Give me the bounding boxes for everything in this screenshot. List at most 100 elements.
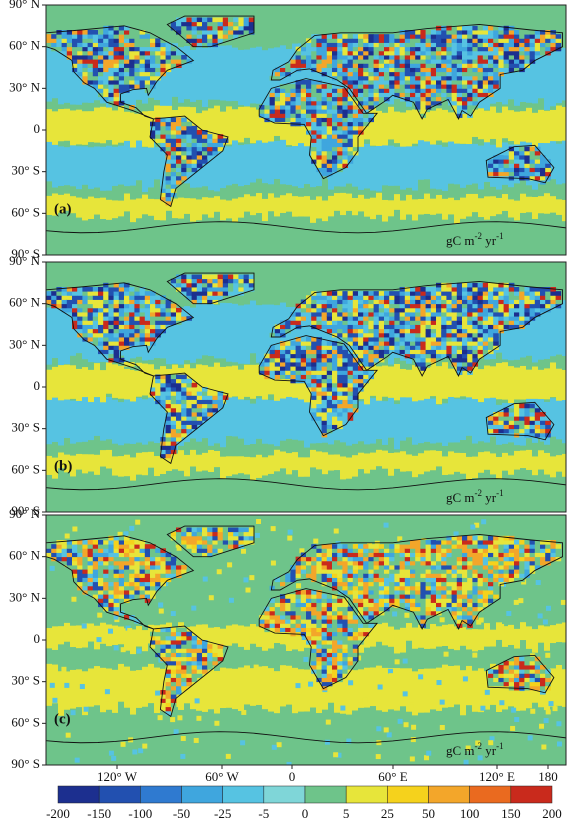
- land-cell: [171, 308, 177, 313]
- ocean-band: [238, 625, 244, 646]
- land-cell: [514, 404, 520, 409]
- land-cell: [498, 172, 504, 177]
- ocean-band: [232, 140, 238, 183]
- unit-part: -1: [496, 231, 504, 241]
- ocean-band: [472, 144, 478, 184]
- land-cell: [478, 47, 484, 52]
- land-cell: [535, 304, 541, 309]
- land-cell: [358, 329, 364, 334]
- land-cell: [472, 93, 478, 98]
- land-cell: [540, 163, 546, 168]
- land-cell: [114, 354, 120, 359]
- land-cell: [389, 312, 395, 317]
- land-cell: [462, 63, 468, 68]
- land-cell: [436, 291, 442, 296]
- land-cell: [327, 291, 333, 296]
- land-cell: [322, 300, 328, 305]
- land-cell: [166, 387, 172, 392]
- land-cell: [514, 59, 520, 64]
- land-cell: [530, 47, 536, 52]
- land-cell: [410, 333, 416, 338]
- land-cell: [275, 362, 281, 367]
- ocean-speck: [444, 652, 449, 657]
- land-cell: [171, 640, 177, 645]
- land-cell: [394, 333, 400, 338]
- ocean-speck: [174, 729, 179, 734]
- land-cell: [114, 93, 120, 98]
- land-cell: [155, 126, 161, 131]
- land-cell: [176, 176, 182, 181]
- land-cell: [420, 93, 426, 98]
- land-cell: [467, 366, 473, 371]
- land-cell: [322, 168, 328, 173]
- land-cell: [160, 59, 166, 64]
- land-cell: [296, 59, 302, 64]
- land-cell: [186, 122, 192, 127]
- land-cell: [233, 528, 239, 533]
- land-cell: [166, 678, 172, 683]
- land-cell: [129, 337, 135, 342]
- land-cell: [332, 291, 338, 296]
- land-cell: [524, 425, 530, 430]
- ocean-band: [478, 369, 484, 402]
- land-cell: [82, 329, 88, 334]
- land-cell: [176, 59, 182, 64]
- land-cell: [186, 279, 192, 284]
- land-cell: [181, 134, 187, 139]
- land-cell: [166, 573, 172, 578]
- land-cell: [140, 76, 146, 81]
- ocean-band: [328, 455, 334, 471]
- land-cell: [446, 304, 452, 309]
- land-cell: [389, 88, 395, 93]
- ocean-band: [562, 48, 568, 101]
- land-cell: [192, 416, 198, 421]
- land-cell: [77, 47, 83, 52]
- land-cell: [280, 354, 286, 359]
- land-cell: [394, 312, 400, 317]
- land-cell: [145, 68, 151, 73]
- land-cell: [342, 55, 348, 60]
- ocean-band: [556, 303, 562, 355]
- ocean-speck: [138, 748, 143, 753]
- land-cell: [332, 88, 338, 93]
- land-cell: [311, 147, 317, 152]
- land-cell: [311, 130, 317, 135]
- land-cell: [431, 329, 437, 334]
- land-cell: [462, 291, 468, 296]
- ocean-band: [412, 146, 418, 190]
- land-cell: [311, 118, 317, 123]
- land-cell: [197, 283, 203, 288]
- land-cell: [306, 300, 312, 305]
- land-cell: [400, 59, 406, 64]
- land-cell: [108, 578, 114, 583]
- land-cell: [374, 80, 380, 85]
- land-cell: [410, 43, 416, 48]
- land-cell: [140, 72, 146, 77]
- land-cell: [82, 333, 88, 338]
- land-cell: [342, 134, 348, 139]
- land-cell: [530, 300, 536, 305]
- ocean-band: [106, 107, 112, 140]
- land-cell: [155, 300, 161, 305]
- ocean-band: [148, 148, 154, 188]
- land-cell: [311, 55, 317, 60]
- land-cell: [410, 345, 416, 350]
- land-cell: [103, 93, 109, 98]
- land-cell: [540, 176, 546, 181]
- land-cell: [280, 345, 286, 350]
- land-cell: [192, 673, 198, 678]
- land-cell: [524, 300, 530, 305]
- land-cell: [483, 84, 489, 89]
- land-cell: [332, 420, 338, 425]
- land-cell: [186, 648, 192, 653]
- land-cell: [332, 412, 338, 417]
- land-cell: [426, 354, 432, 359]
- land-cell: [348, 337, 354, 342]
- land-cell: [358, 88, 364, 93]
- land-cell: [415, 72, 421, 77]
- land-cell: [436, 325, 442, 330]
- land-cell: [62, 300, 68, 305]
- land-cell: [441, 341, 447, 346]
- land-cell: [316, 400, 322, 405]
- land-cell: [519, 320, 525, 325]
